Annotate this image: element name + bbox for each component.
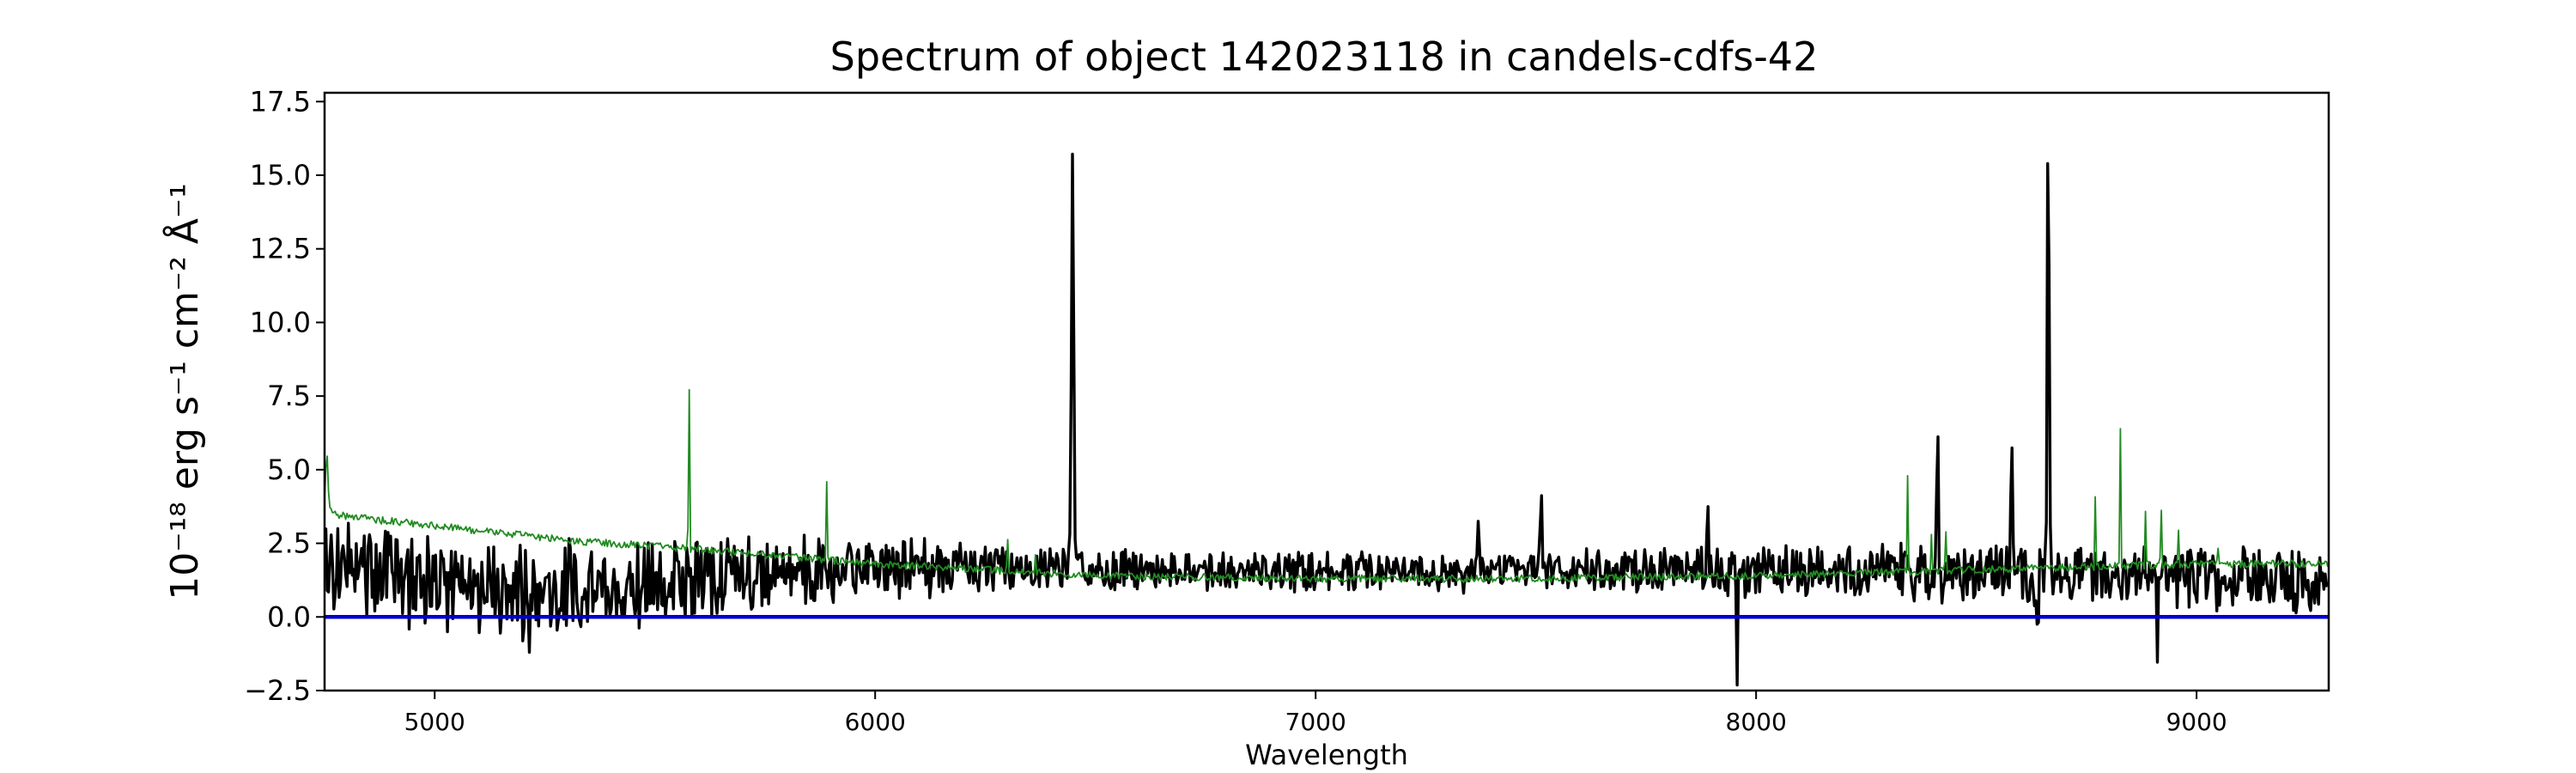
x-tick-label: 6000 <box>845 708 906 736</box>
plot-frame <box>323 91 2330 692</box>
y-axis: −2.5 0.0 2.5 5.0 7.5 10.0 12.5 15.0 17.5 <box>244 85 325 707</box>
y-tick-label: 17.5 <box>250 85 311 118</box>
error-series-line <box>325 388 2329 583</box>
chart-title: Spectrum of object 142023118 in candels-… <box>830 33 1819 80</box>
y-tick-label: 7.5 <box>267 380 311 412</box>
y-tick-label: 10.0 <box>250 306 311 338</box>
x-axis: 5000 6000 7000 8000 9000 <box>404 691 2227 736</box>
y-tick-label: −2.5 <box>244 674 311 707</box>
x-tick-label: 9000 <box>2166 708 2227 736</box>
x-axis-label: Wavelength <box>1245 739 1408 771</box>
flux-series-line <box>325 152 2329 687</box>
y-tick-label: 0.0 <box>267 600 311 633</box>
y-tick-label: 5.0 <box>267 453 311 486</box>
y-tick-label: 15.0 <box>250 159 311 192</box>
x-tick-label: 7000 <box>1285 708 1346 736</box>
y-tick-label: 12.5 <box>250 233 311 265</box>
x-tick-label: 8000 <box>1726 708 1787 736</box>
y-axis-label: 10⁻¹⁸ erg s⁻¹ cm⁻² Å⁻¹ <box>161 183 207 600</box>
y-tick-label: 2.5 <box>267 527 311 560</box>
x-tick-label: 5000 <box>404 708 465 736</box>
